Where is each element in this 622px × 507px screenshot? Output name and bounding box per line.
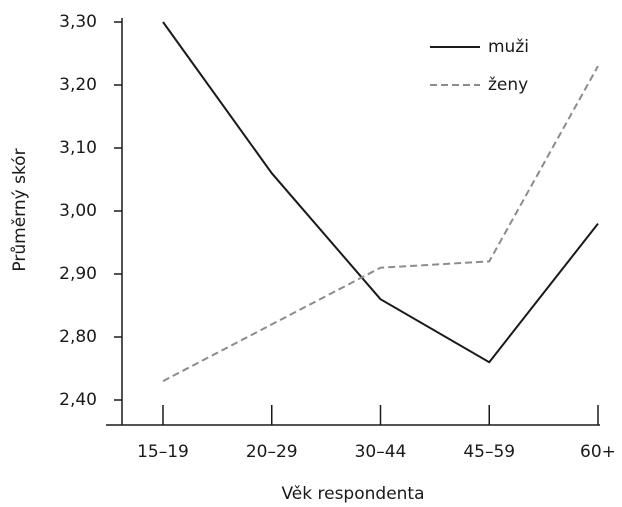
- x-tick-label: 45–59: [463, 442, 515, 462]
- series-line: [162, 21, 599, 364]
- x-tick-label: 15–19: [137, 442, 189, 462]
- y-tick-label: 2,80: [59, 327, 97, 347]
- y-tick-label: 3,10: [59, 138, 97, 158]
- x-axis-label: Věk respondenta: [281, 484, 424, 504]
- legend-label: ženy: [488, 75, 528, 95]
- x-tick-label: 60+: [580, 442, 616, 462]
- series-line: [162, 65, 599, 382]
- y-tick-label: 2,40: [59, 390, 97, 410]
- x-tick-label: 20–29: [246, 442, 298, 462]
- y-tick-label: 2,90: [59, 264, 97, 284]
- x-tick-label: 30–44: [355, 442, 407, 462]
- y-tick-label: 3,30: [59, 12, 97, 32]
- legend-label: muži: [488, 37, 529, 57]
- y-axis-label: Průměrný skór: [10, 148, 30, 271]
- y-tick-label: 3,00: [59, 201, 97, 221]
- y-tick-label: 3,20: [59, 75, 97, 95]
